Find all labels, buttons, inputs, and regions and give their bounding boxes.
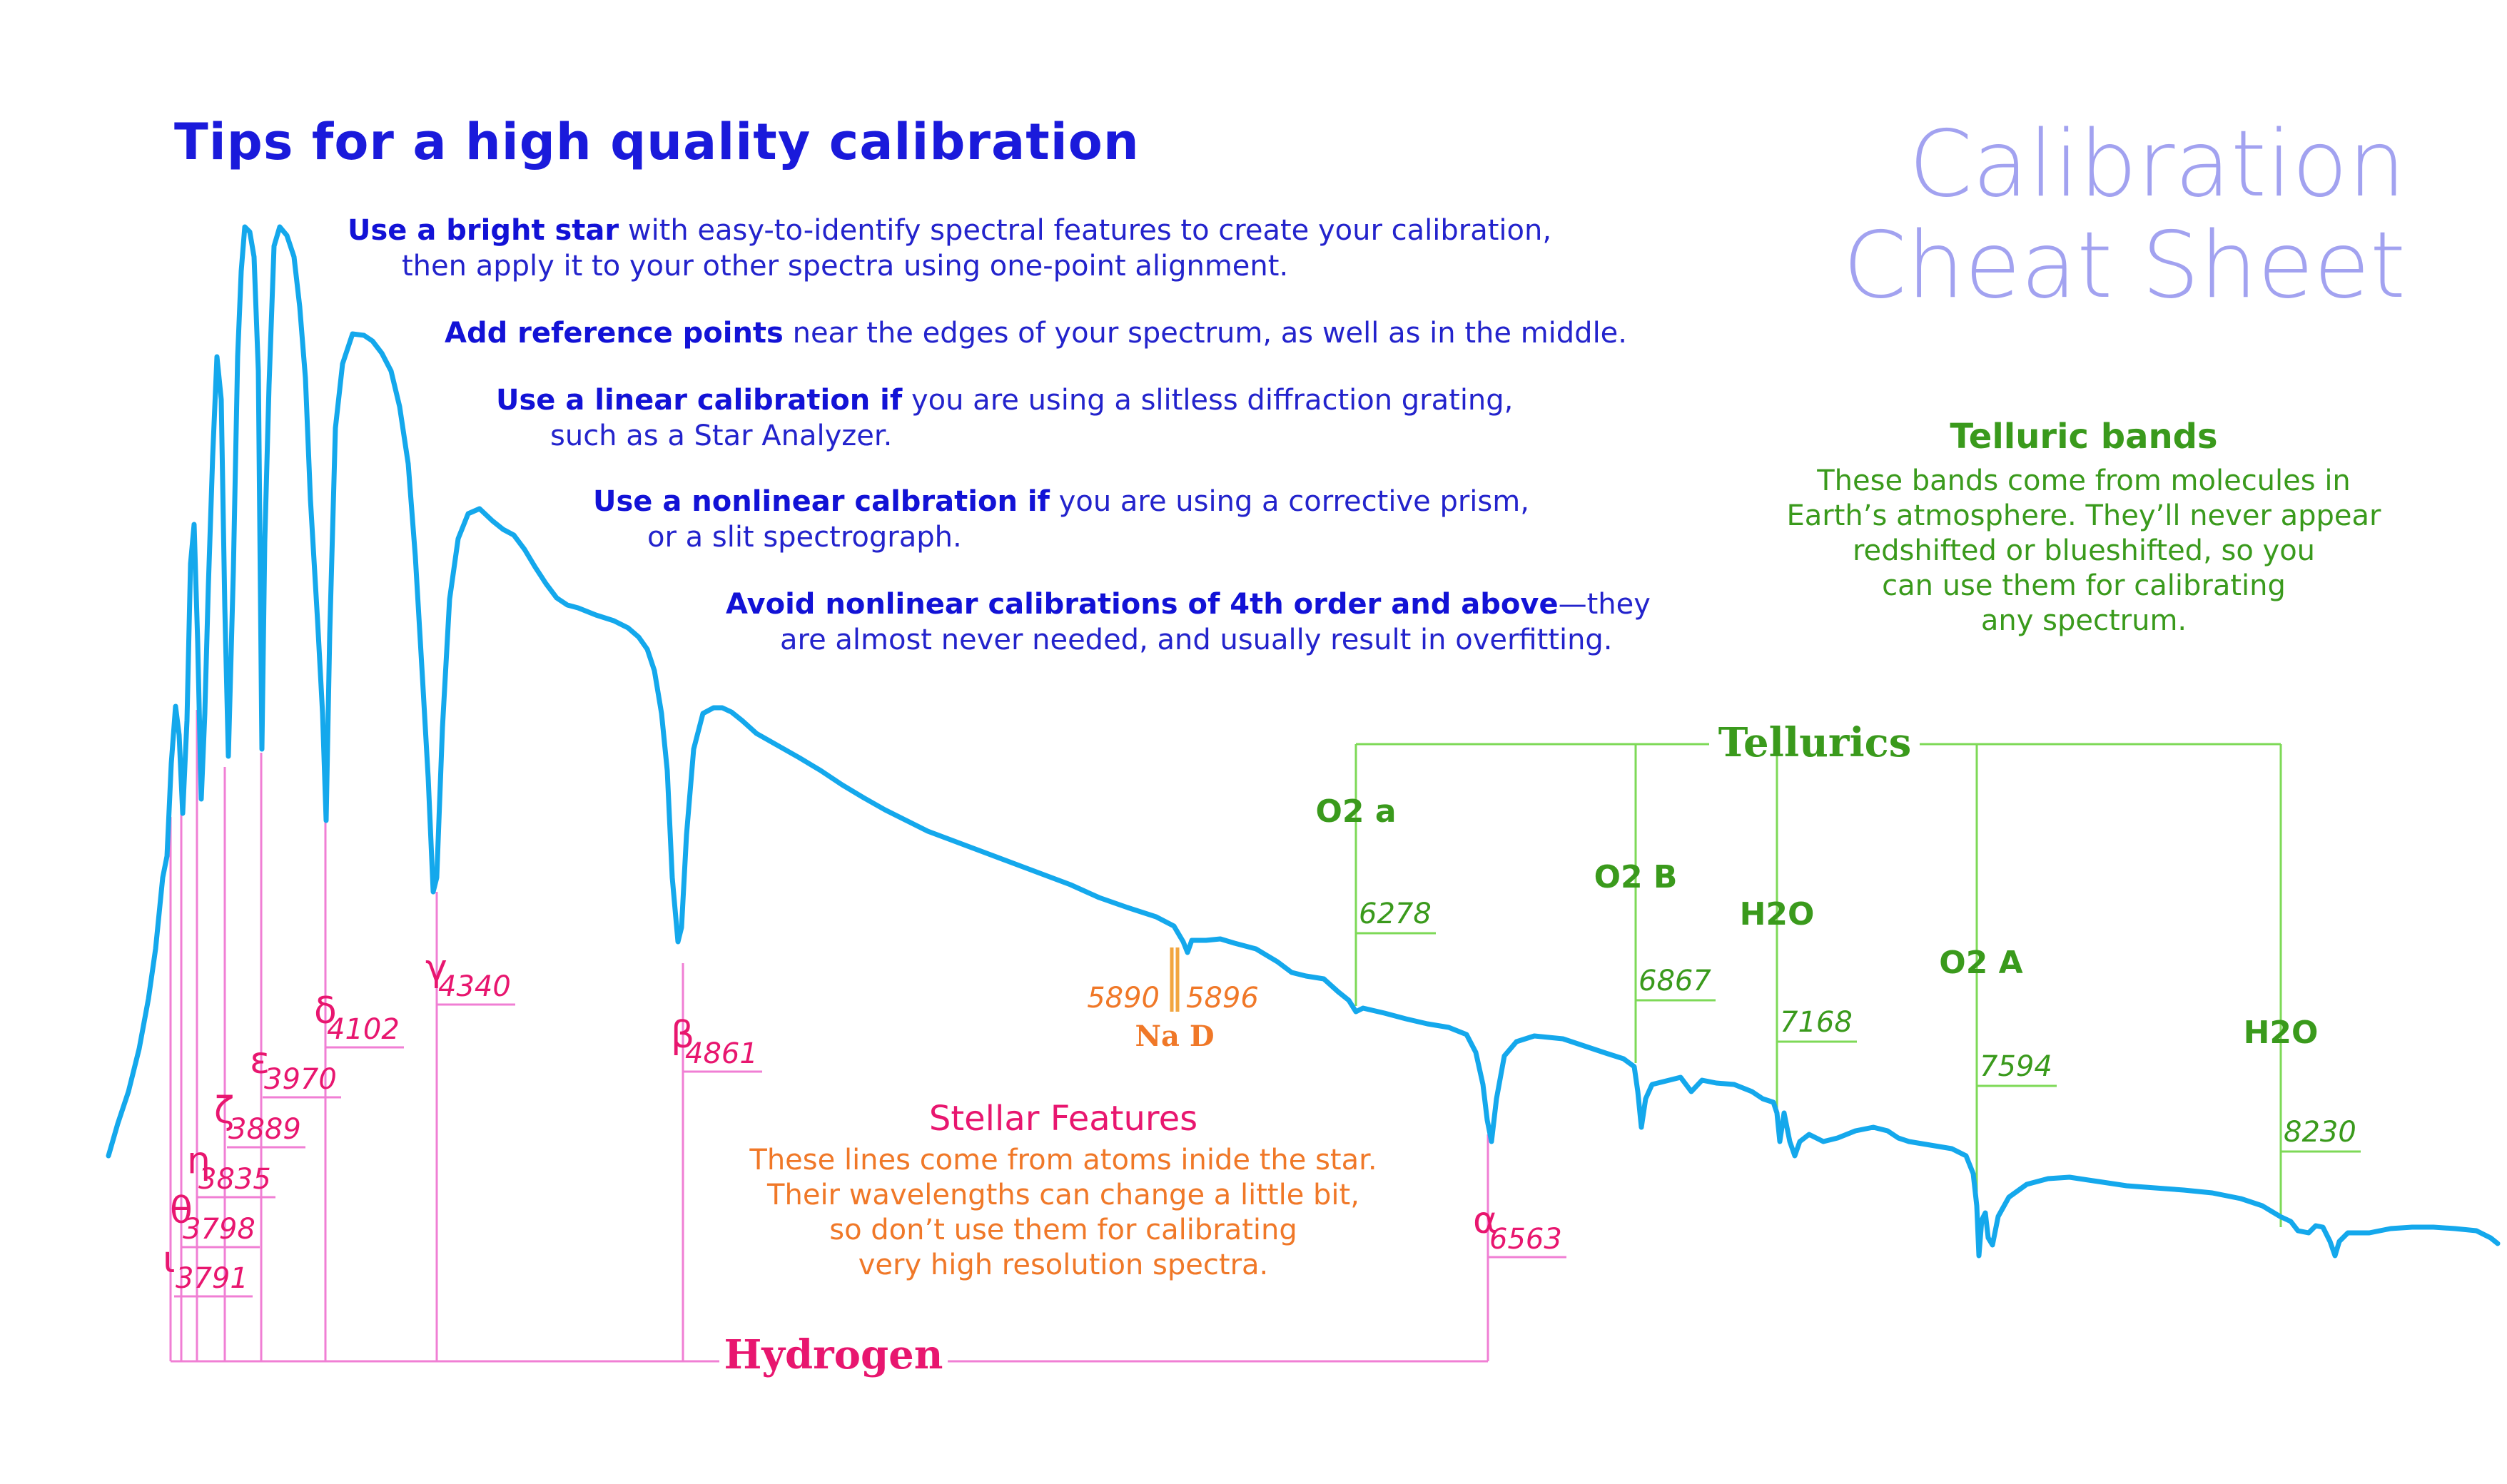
cheat-sheet-title: Calibration Cheat Sheet [1843, 114, 2406, 317]
telluric-desc-line: Earth’s atmosphere. They’ll never appear [1786, 499, 2381, 532]
tip-reference-points: Add reference points near the edges of y… [445, 315, 1627, 351]
telluric-desc-line: can use them for calibrating [1882, 569, 2286, 602]
hydrogen-symbol: δ [314, 990, 337, 1032]
telluric-wavelength: 8230 [2284, 1116, 2356, 1149]
telluric-molecule: H2O [2244, 1015, 2319, 1051]
hydrogen-symbol: γ [425, 947, 447, 990]
stellar-features-box: Stellar Features These lines come from a… [685, 1099, 1442, 1283]
tip-3-text: you are using a slitless diffraction gra… [902, 384, 1514, 417]
hydrogen-symbol: α [1473, 1199, 1497, 1242]
telluric-bands-box: Telluric bands These bands come from mol… [1727, 417, 2441, 639]
telluric-wavelength: 6867 [1639, 965, 1711, 997]
tip-4-line2: or a slit spectrograph. [647, 521, 962, 554]
tip-bright-star: Use a bright star with easy-to-identify … [348, 213, 1551, 284]
sodium-label: Na D [1135, 1020, 1214, 1053]
hydrogen-wavelength: 4861 [685, 1037, 758, 1070]
tip-4-bold: Use a nonlinear calbration if [593, 485, 1050, 518]
telluric-desc-line: redshifted or blueshifted, so you [1852, 534, 2316, 567]
telluric-wavelength: 7594 [1980, 1050, 2052, 1083]
telluric-desc-line: any spectrum. [1980, 604, 2187, 637]
telluric-molecule: O2 a [1315, 793, 1396, 830]
tip-3-bold: Use a linear calibration if [496, 384, 903, 417]
tip-5-line2: are almost never needed, and usually res… [780, 624, 1613, 656]
tip-2-text: near the edges of your spectrum, as well… [783, 317, 1628, 350]
hydrogen-wavelength: 3791 [176, 1262, 248, 1295]
hydrogen-group-label: Hydrogen [724, 1331, 943, 1378]
tip-1-text: with easy-to-identify spectral features … [619, 214, 1552, 247]
tip-2-bold: Add reference points [445, 317, 784, 350]
hydrogen-wavelength: 4102 [327, 1013, 400, 1046]
tip-linear: Use a linear calibration if you are usin… [496, 382, 1513, 454]
hydrogen-wavelength: 3889 [228, 1113, 301, 1146]
hydrogen-wavelength: 3970 [264, 1063, 337, 1096]
tip-nonlinear: Use a nonlinear calbration if you are us… [593, 484, 1529, 555]
telluric-bands-heading: Telluric bands [1950, 417, 2218, 457]
telluric-desc-line: These bands come from molecules in [1817, 464, 2351, 497]
telluric-molecule: O2 A [1939, 945, 2022, 981]
telluric-wavelength: 6278 [1359, 898, 1432, 930]
stellar-desc-line: very high resolution spectra. [858, 1249, 1269, 1281]
stellar-features-heading: Stellar Features [928, 1099, 1198, 1139]
stellar-desc-line: These lines come from atoms inide the st… [749, 1144, 1377, 1176]
tip-1-line2: then apply it to your other spectra usin… [402, 250, 1289, 283]
hydrogen-symbol: θ [170, 1189, 193, 1232]
hydrogen-wavelength: 3798 [183, 1213, 255, 1246]
telluric-wavelength: 7168 [1780, 1006, 1853, 1039]
sodium-wavelength: 5896 [1186, 982, 1259, 1015]
cheat-title-line2: Cheat Sheet [1843, 213, 2406, 319]
tip-3-line2: such as a Star Analyzer. [550, 420, 893, 452]
hydrogen-symbol: ζ [214, 1089, 234, 1132]
sodium-wavelength: 5890 [1087, 982, 1160, 1015]
cheat-title-line1: Calibration [1908, 111, 2406, 218]
tip-5-bold: Avoid nonlinear calibrations of 4th orde… [726, 588, 1559, 621]
tellurics-group-label: Tellurics [1718, 719, 1912, 766]
stellar-desc-line: so don’t use them for calibrating [829, 1214, 1297, 1246]
hydrogen-symbol: ε [250, 1040, 270, 1082]
tip-avoid-high-order: Avoid nonlinear calibrations of 4th orde… [726, 586, 1651, 658]
stellar-desc-line: Their wavelengths can change a little bi… [767, 1179, 1359, 1211]
tip-4-text: you are using a corrective prism, [1049, 485, 1529, 518]
marker-lines [169, 710, 2361, 1363]
telluric-molecule: H2O [1740, 896, 1815, 932]
tip-5-text: —they [1558, 588, 1651, 621]
stellar-spectrum-curve [106, 224, 2501, 1259]
tips-title: Tips for a high quality calibration [174, 113, 1140, 171]
hydrogen-symbol: η [187, 1139, 211, 1182]
hydrogen-wavelength: 3835 [198, 1163, 271, 1196]
hydrogen-wavelength: 4340 [438, 970, 511, 1003]
hydrogen-wavelength: 6563 [1489, 1223, 1562, 1256]
hydrogen-symbol: ι [163, 1239, 176, 1281]
tip-1-bold: Use a bright star [348, 214, 619, 247]
hydrogen-symbol: β [671, 1014, 694, 1057]
telluric-molecule: O2 B [1594, 859, 1678, 895]
